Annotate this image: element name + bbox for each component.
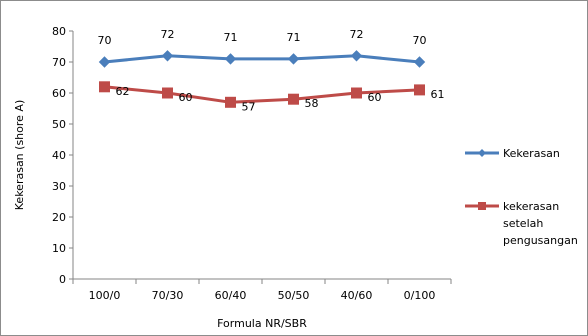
x-tick-label: 70/30 <box>152 289 184 302</box>
data-label: 60 <box>179 91 193 104</box>
y-tick-label: 70 <box>52 56 66 69</box>
data-label: 61 <box>431 88 445 101</box>
data-label: 72 <box>350 28 364 41</box>
axes: 0 10 20 30 40 50 60 70 80 100/0 70/30 60/40 50/50 40/… <box>52 25 452 302</box>
data-point-marker <box>224 53 237 65</box>
y-tick-label: 40 <box>52 149 66 162</box>
data-point-marker <box>287 53 300 65</box>
x-tick-label: 0/100 <box>404 289 436 302</box>
legend-label: kekerasan setelah pengusangan <box>503 200 578 247</box>
data-label: 72 <box>161 28 175 41</box>
data-label: 57 <box>242 100 256 113</box>
data-label: 70 <box>98 34 112 47</box>
y-tick-label: 30 <box>52 180 66 193</box>
y-tick-label: 0 <box>59 273 66 286</box>
legend: Kekerasan kekerasan setelah pengusangan <box>465 147 578 247</box>
series-1 <box>98 50 426 68</box>
data-labels: 70 72 71 71 72 70 62 60 57 58 60 61 <box>98 28 445 114</box>
x-tick-label: 100/0 <box>89 289 121 302</box>
x-tick-label: 50/50 <box>278 289 310 302</box>
series-line <box>104 85 420 104</box>
data-point-marker <box>225 96 236 108</box>
data-label: 62 <box>116 85 130 98</box>
data-point-marker <box>288 93 299 105</box>
y-tick-label: 50 <box>52 118 66 131</box>
data-label: 60 <box>368 91 382 104</box>
data-point-marker <box>162 87 173 99</box>
y-axis-title: Kekerasan (shore A) <box>13 100 26 210</box>
y-tick-label: 20 <box>52 211 66 224</box>
data-label: 71 <box>287 31 301 44</box>
data-label: 71 <box>224 31 238 44</box>
x-axis-title: Formula NR/SBR <box>217 317 307 330</box>
data-label: 58 <box>305 97 319 110</box>
legend-swatch-marker <box>478 202 486 210</box>
data-point-marker <box>351 87 362 99</box>
legend-item-1: Kekerasan <box>465 147 560 160</box>
data-point-marker <box>413 56 426 68</box>
data-point-marker <box>414 84 425 96</box>
y-tick-label: 80 <box>52 25 66 38</box>
data-point-marker <box>98 56 111 68</box>
data-label: 70 <box>413 34 427 47</box>
x-tick-label: 60/40 <box>215 289 247 302</box>
legend-item-2: kekerasan setelah pengusangan <box>465 200 578 247</box>
legend-label: Kekerasan <box>503 147 560 160</box>
y-tick-label: 60 <box>52 87 66 100</box>
x-tick-label: 40/60 <box>341 289 373 302</box>
series-group <box>98 50 426 108</box>
data-point-marker <box>350 50 363 62</box>
data-point-marker <box>161 50 174 62</box>
y-tick-label: 10 <box>52 242 66 255</box>
series-line <box>104 54 420 64</box>
data-point-marker <box>99 81 110 93</box>
series-2 <box>99 81 425 108</box>
legend-swatch-marker <box>478 149 486 157</box>
